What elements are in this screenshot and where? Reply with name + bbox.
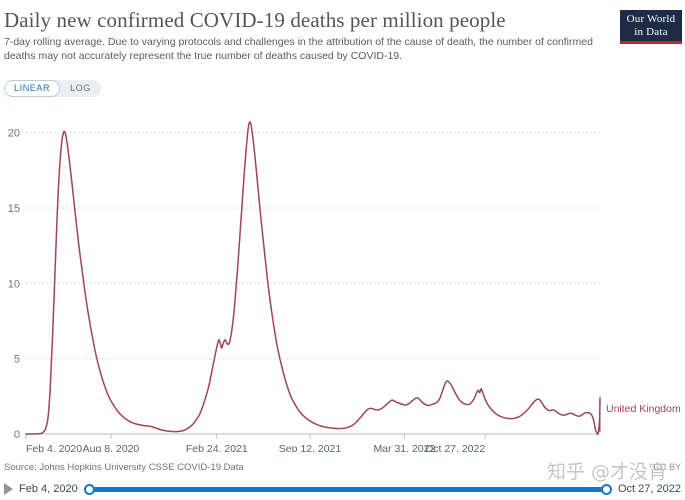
slider-handle-end[interactable] [601, 483, 612, 495]
page-title: Daily new confirmed COVID-19 deaths per … [4, 8, 506, 32]
scale-toggle-group[interactable]: LINEAR LOG [4, 80, 101, 97]
slider-track[interactable] [83, 483, 612, 496]
time-range-slider[interactable]: Feb 4, 2020 Oct 27, 2022 [4, 481, 681, 497]
our-world-in-data-logo[interactable]: Our World in Data [620, 10, 682, 44]
x-axis-tick-label: Feb 4, 2020 [26, 443, 82, 452]
slider-handle-start[interactable] [83, 483, 95, 495]
log-scale-button[interactable]: LOG [70, 83, 91, 93]
y-axis-tick-labels: 0 5 10 15 20 [8, 128, 20, 441]
y-axis-tick-label: 15 [8, 203, 20, 215]
x-axis-tick-label: Feb 24, 2021 [186, 443, 248, 452]
y-axis-tick-label: 0 [14, 429, 20, 441]
logo-line-1: Our World [626, 13, 676, 25]
play-icon[interactable] [4, 483, 13, 495]
logo-line-2: in Data [634, 26, 668, 38]
plot-area: 0 5 10 15 20 United Kingdom Feb 4, 2020 Aug 8… [0, 104, 685, 452]
y-axis-tick-label: 10 [8, 278, 20, 290]
source-note[interactable]: Source: Johns Hopkins University CSSE CO… [4, 462, 244, 473]
gridlines [26, 132, 600, 435]
y-axis-tick-label: 5 [14, 354, 20, 366]
license-note[interactable]: CC BY [653, 462, 681, 472]
chart-header: Daily new confirmed COVID-19 deaths per … [4, 8, 616, 63]
x-axis-tick-label: Sep 12, 2021 [279, 443, 342, 452]
chart-subtitle: 7-day rolling average. Due to varying pr… [4, 36, 593, 62]
y-axis-tick-label: 20 [8, 128, 20, 140]
linear-scale-button[interactable]: LINEAR [4, 80, 61, 97]
x-axis-tick-label: Oct 27, 2022 [425, 443, 485, 452]
x-axis-ticks [25, 434, 486, 439]
x-axis-tick-label: Mar 31, 2022 [373, 443, 435, 452]
x-axis-tick-label-group: Feb 4, 2020 Aug 8, 2020 Feb 24, 2021 Sep 12… [26, 443, 485, 452]
timeline-end-label: Oct 27, 2022 [618, 483, 681, 495]
x-axis-tick-label: Aug 8, 2020 [83, 443, 140, 452]
series-label-united-kingdom: United Kingdom [606, 403, 681, 415]
timeline-start-label: Feb 4, 2020 [19, 483, 78, 495]
line-chart-svg[interactable]: 0 5 10 15 20 United Kingdom Feb 4, 2020 Aug 8… [0, 104, 685, 452]
slider-track-fill [88, 486, 607, 492]
series-line-united-kingdom[interactable] [25, 121, 601, 435]
zhihu-watermark: 知乎 @才没宵 [546, 461, 667, 483]
